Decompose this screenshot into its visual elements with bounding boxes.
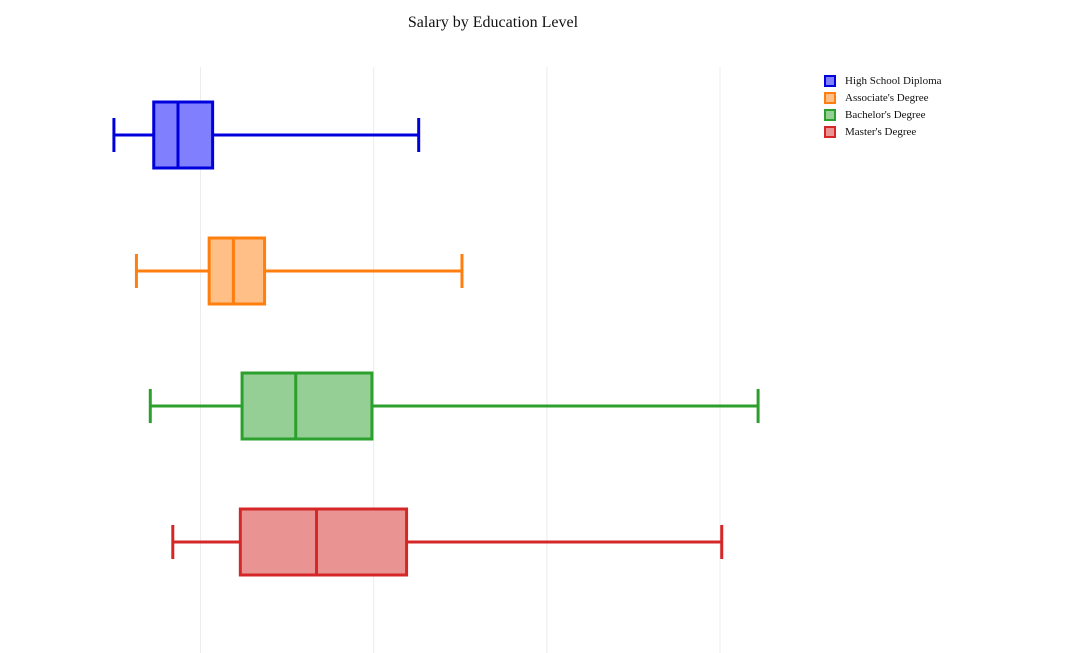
legend-swatch	[824, 91, 836, 104]
legend-swatch	[824, 74, 836, 87]
legend: High School Diploma Associate's Degree B…	[824, 72, 942, 140]
legend-label: Master's Degree	[845, 125, 917, 138]
legend-item-high-school[interactable]: High School Diploma	[824, 72, 942, 89]
legend-label: High School Diploma	[845, 74, 942, 87]
box-iqr	[152, 100, 215, 170]
box-iqr	[207, 236, 267, 306]
box-iqr	[238, 507, 409, 577]
legend-swatch	[824, 108, 836, 121]
legend-label: Bachelor's Degree	[845, 108, 926, 121]
legend-label: Associate's Degree	[845, 91, 929, 104]
legend-item-masters[interactable]: Master's Degree	[824, 123, 942, 140]
chart-title: Salary by Education Level	[407, 14, 579, 31]
legend-item-bachelors[interactable]: Bachelor's Degree	[824, 106, 942, 123]
box-iqr	[240, 371, 374, 441]
legend-item-associates[interactable]: Associate's Degree	[824, 89, 942, 106]
legend-swatch	[824, 125, 836, 138]
